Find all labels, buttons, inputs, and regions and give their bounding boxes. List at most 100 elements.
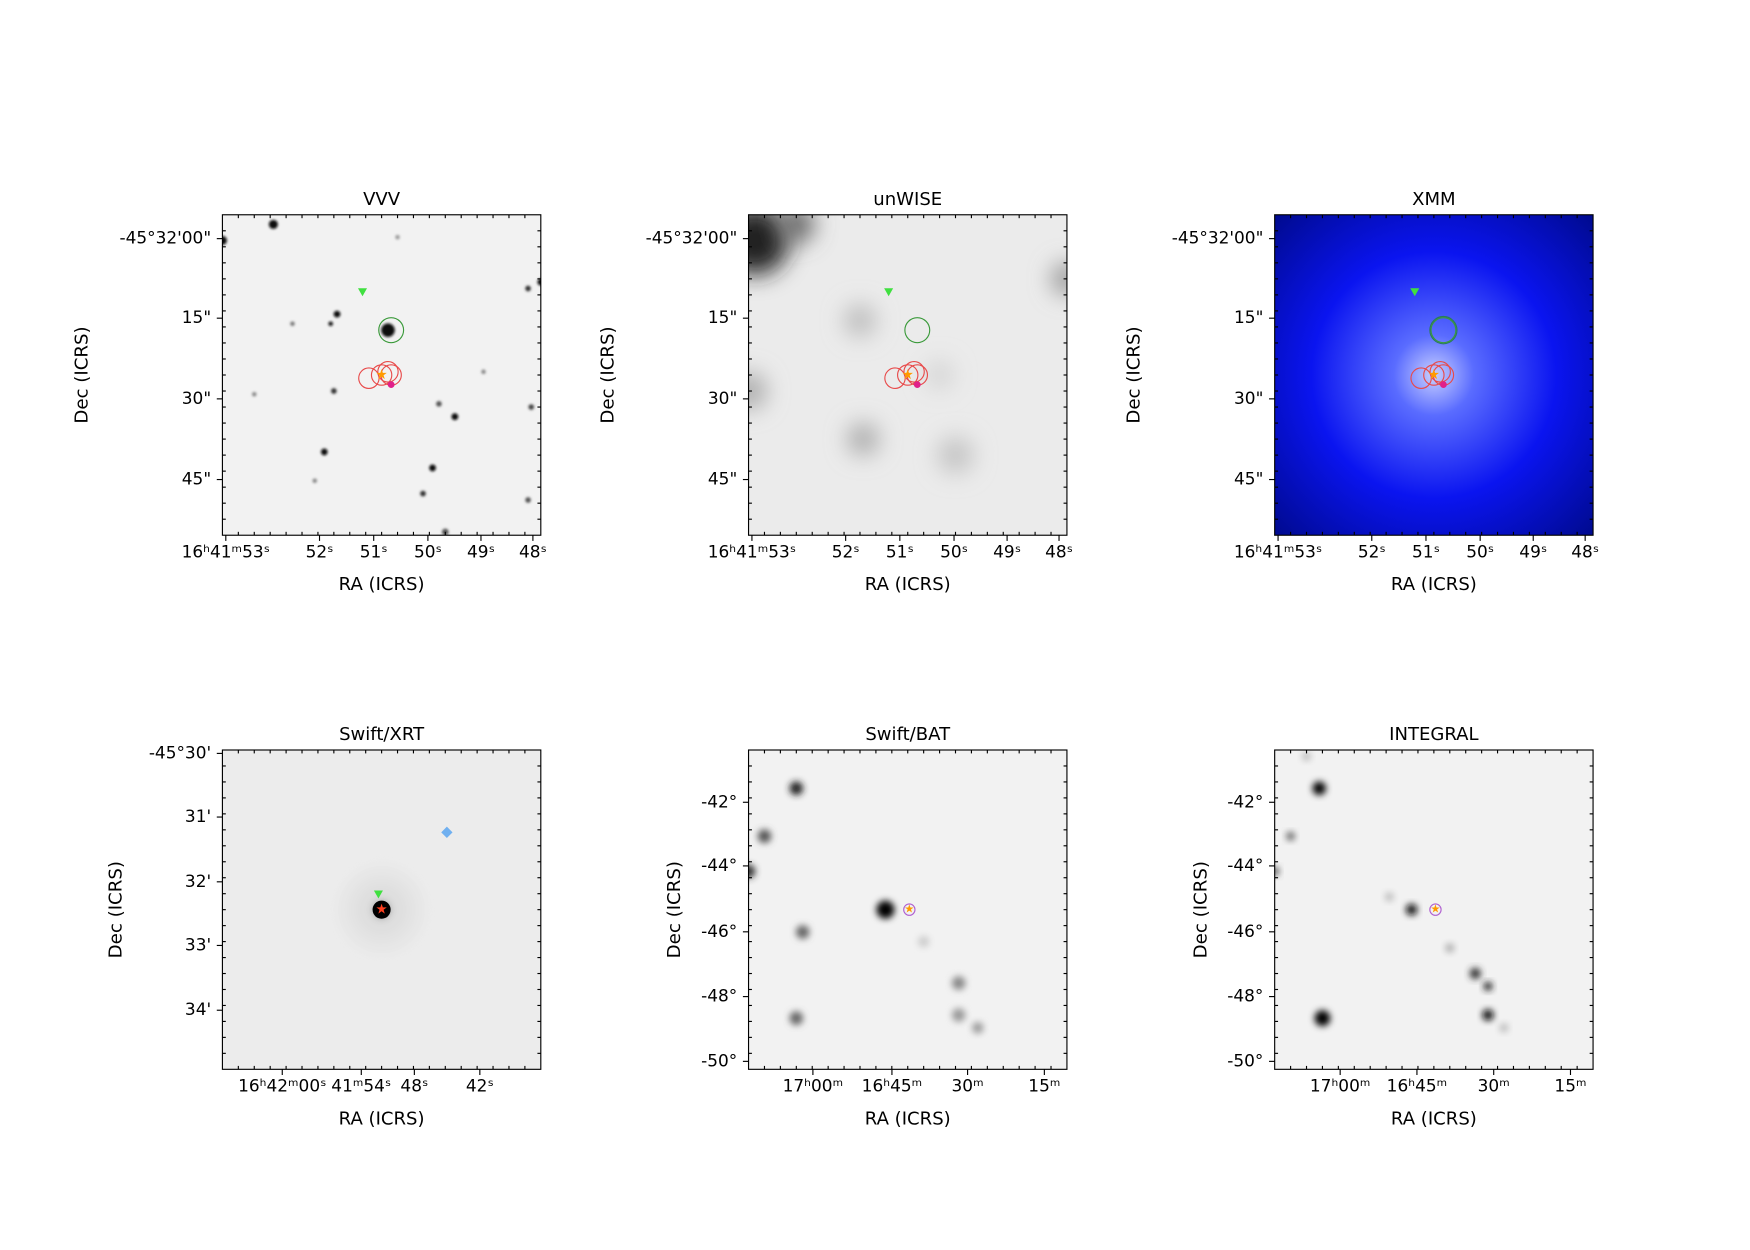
source-blob (252, 391, 257, 397)
source-blob (1445, 943, 1455, 953)
y-tick-label: 30" (708, 389, 737, 409)
source-blob (918, 935, 930, 948)
y-tick-label: -45°30' (149, 743, 211, 763)
y-tick-label: -50° (701, 1051, 737, 1071)
x-tick-label: 49ˢ (467, 542, 495, 562)
y-tick-label: 15" (182, 308, 211, 328)
x-tick-label: 49ˢ (1519, 542, 1547, 562)
y-tick-label: -44° (1227, 856, 1263, 876)
y-tick-label: 34' (185, 1000, 211, 1020)
marker-dot (387, 381, 395, 389)
source-blob (926, 361, 954, 389)
image-bg (748, 214, 1067, 536)
x-tick-label: 16ʰ41ᵐ53ˢ (708, 542, 796, 562)
x-axis-label: RA (ICRS) (339, 574, 425, 595)
source-blob (951, 1008, 966, 1022)
source-blob (381, 323, 395, 337)
y-tick-label: 33' (185, 935, 211, 955)
y-tick-label: -46° (701, 922, 737, 942)
y-axis-label: Dec (ICRS) (1190, 861, 1211, 958)
source-blob (395, 234, 400, 240)
x-axis-label: RA (ICRS) (865, 1108, 951, 1129)
x-tick-label: 51ˢ (360, 542, 388, 562)
source-blob (436, 401, 442, 407)
panel: ★ Swift/BAT RA (ICRS) Dec (ICRS) 17ʰ00ᵐ 16ʰ45… (664, 724, 1068, 1129)
source-blob (429, 464, 436, 472)
marker-circle (884, 367, 906, 390)
y-tick-label: 45" (1234, 470, 1263, 490)
marker-star: ★ (904, 902, 914, 916)
marker-circle (377, 360, 399, 383)
source-blob (1384, 892, 1394, 902)
source-blob (481, 369, 486, 375)
marker-circle (1410, 367, 1432, 390)
x-tick-label: 48ˢ (1045, 542, 1073, 562)
y-tick-label: -46° (1227, 922, 1263, 942)
sky-image: ★ (748, 750, 1067, 1070)
x-tick-label: 17ʰ00ᵐ (783, 1076, 843, 1096)
source-blob (451, 413, 459, 421)
source-blob (748, 214, 789, 275)
marker-circle (1429, 360, 1451, 383)
y-axis-label: Dec (ICRS) (1124, 326, 1145, 423)
x-tick-label: 51ˢ (886, 542, 914, 562)
x-tick-label: 15ᵐ (1028, 1076, 1060, 1096)
source-blob (525, 497, 531, 503)
image-bg (222, 214, 541, 536)
source-blob (1314, 1010, 1331, 1027)
y-tick-label: -50° (1227, 1051, 1263, 1071)
sky-image: ★ (222, 214, 541, 536)
source-blob (951, 976, 966, 990)
image-bg (1274, 214, 1594, 536)
source-blob (222, 235, 227, 245)
y-tick-label: 45" (182, 470, 211, 490)
y-tick-label: -48° (1227, 987, 1263, 1007)
source-blob (420, 490, 426, 497)
panel: ★ INTEGRAL RA (ICRS) Dec (ICRS) 17ʰ00ᵐ 16ʰ45ᵐ… (1190, 724, 1594, 1129)
x-tick-label: 52ˢ (306, 542, 334, 562)
marker-triangle (373, 890, 383, 899)
source-blob (1482, 1009, 1494, 1021)
source-blob (1469, 967, 1481, 980)
panel: ★ XMM RA (ICRS) Dec (ICRS) 16ʰ41ᵐ53ˢ 52ˢ 51ˢ 50… (1124, 189, 1599, 595)
x-tick-label: 48ˢ (519, 542, 547, 562)
marker-circle (903, 903, 916, 916)
source-blob (537, 278, 541, 286)
marker-star: ★ (376, 902, 388, 918)
marker-circle (358, 367, 380, 390)
marker-star: ★ (376, 367, 388, 383)
marker-star: ★ (1430, 902, 1440, 916)
x-tick-label: 16ʰ45ᵐ (862, 1076, 922, 1096)
x-tick-label: 16ʰ41ᵐ53ˢ (1234, 542, 1322, 562)
x-tick-label: 16ʰ42ᵐ00ˢ (238, 1076, 326, 1096)
x-tick-label: 50ˢ (940, 542, 968, 562)
source-blob (757, 829, 772, 844)
source-blob (937, 436, 974, 474)
source-blob (789, 781, 804, 796)
marker-triangle (357, 288, 368, 297)
source-blob (1499, 1023, 1509, 1033)
marker-circle (1423, 364, 1445, 386)
source-blob (1405, 903, 1418, 916)
x-tick-label: 16ʰ41ᵐ53ˢ (182, 542, 270, 562)
x-tick-label: 52ˢ (832, 542, 860, 562)
x-tick-label: 15ᵐ (1554, 1076, 1586, 1096)
y-axis-label: Dec (ICRS) (105, 861, 126, 958)
panel-title: XMM (1412, 189, 1456, 210)
marker-dot (913, 381, 921, 389)
marker-circle (1429, 903, 1442, 916)
x-axis-label: RA (ICRS) (1391, 1108, 1477, 1129)
y-tick-label: 31' (185, 807, 211, 827)
x-tick-label: 50ˢ (414, 542, 442, 562)
source-blob (268, 219, 278, 229)
sky-image: ★ (1274, 750, 1594, 1070)
x-axis-label: RA (ICRS) (339, 1108, 425, 1129)
core (372, 900, 391, 919)
x-tick-label: 52ˢ (1358, 542, 1386, 562)
x-axis-label: RA (ICRS) (1391, 574, 1477, 595)
x-tick-label: 17ʰ00ᵐ (1310, 1076, 1370, 1096)
panel: ★ Swift/XRT RA (ICRS) Dec (ICRS) 16ʰ42ᵐ00ˢ 41… (105, 724, 542, 1129)
source-blob (328, 321, 333, 326)
marker-circle (904, 317, 931, 344)
